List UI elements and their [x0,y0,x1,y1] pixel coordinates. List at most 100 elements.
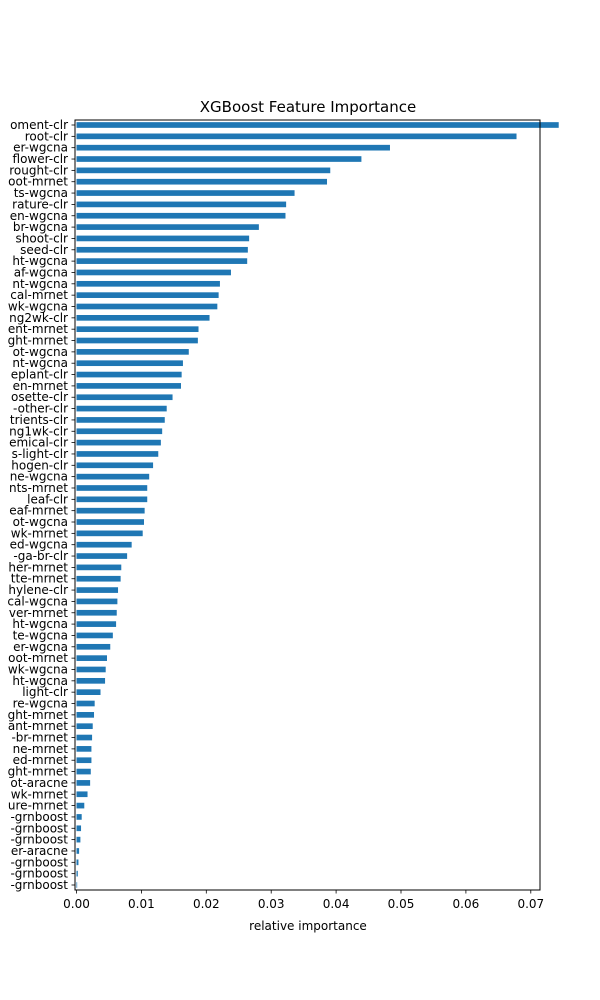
y-tick-label: -ga-br-clr [13,549,68,563]
bar [76,746,92,752]
y-tick-label: nt-wgcna [12,356,68,370]
bar [76,836,81,843]
x-axis-label: relative importance [249,919,367,933]
bar [76,417,165,423]
y-tick-label: -grnboost [10,821,68,835]
y-tick-label: ght-mrnet [8,708,69,722]
bar [76,269,231,276]
x-tick-label: 0.01 [128,897,155,911]
bar [76,258,248,264]
bar [76,303,218,310]
y-tick-label: re-wgcna [13,697,68,711]
y-tick-label: ant-mrnet [8,719,68,733]
bar [76,632,113,639]
bar [76,802,85,809]
bar [76,178,328,185]
bar [76,848,80,854]
bar [76,553,128,559]
y-tick-label: en-wgcna [10,209,68,223]
bar [76,292,219,298]
bar [76,814,82,820]
y-tick-label: oot-mrnet [8,175,68,189]
y-tick-label: seed-clr [20,243,68,257]
y-tick-label: ne-mrnet [13,742,69,756]
y-tick-label: br-wgcna [13,220,68,234]
bar [76,394,173,401]
y-tick-label: ot-aracne [10,776,68,790]
bar [76,349,189,355]
bar [76,212,286,219]
bar [76,428,163,435]
bar [76,246,248,253]
y-tick-label: wk-wgcna [8,299,68,313]
y-tick-label: nts-mrnet [9,481,68,495]
x-tick-label: 0.02 [193,897,220,911]
bar [76,235,250,242]
y-tick-label: ht-wgcna [12,617,68,631]
y-tick-label: ht-wgcna [12,254,68,268]
bar [76,360,183,367]
x-tick-label: 0.03 [258,897,285,911]
x-tick-label: 0.05 [388,897,415,911]
bar [76,655,107,661]
y-tick-label: ed-wgcna [10,538,68,552]
y-tick-label: -other-clr [13,402,68,416]
bar [76,133,517,140]
y-tick-label: af-wgcna [14,265,68,279]
y-tick-label: rature-clr [12,197,68,211]
bar [76,598,118,605]
bar [76,507,145,514]
y-tick-label: ent-mrnet [8,322,68,336]
y-tick-label: en-mrnet [13,379,69,393]
bar [76,621,117,627]
y-tick-label: ht-wgcna [12,674,68,688]
bar [76,825,82,832]
bar [76,496,148,503]
y-tick-label: cal-wgcna [7,594,68,608]
y-tick-label: shoot-clr [16,231,69,245]
y-tick-label: eaf-mrnet [9,504,68,518]
y-tick-label: ne-wgcna [10,470,68,484]
y-tick-label: flower-clr [13,152,69,166]
y-tick-label: trients-clr [10,413,68,427]
y-tick-label: -grnboost [10,867,68,881]
x-tick-label: 0.00 [63,897,90,911]
bar [76,383,181,389]
y-tick-label: -br-mrnet [11,731,68,745]
y-tick-label: light-clr [22,685,68,699]
x-tick-label: 0.07 [517,897,544,911]
y-tick-label: oot-mrnet [8,651,68,665]
y-tick-label: her-mrnet [8,560,68,574]
bar [76,451,159,457]
y-tick-label: ed-mrnet [13,753,69,767]
y-tick-label: osette-clr [11,390,68,404]
plot-frame [74,119,541,891]
y-tick-label: -grnboost [10,878,68,892]
x-axis: 0.00 0.01 0.02 0.03 0.04 0.05 0.06 0.07 [63,890,544,911]
chart-title: XGBoost Feature Importance [200,98,416,116]
y-tick-label: s-light-clr [12,447,68,461]
y-tick-label: er-wgcna [13,640,68,654]
bar [76,882,78,888]
y-tick-label: ts-wgcna [14,186,68,200]
y-tick-label: ver-mrnet [9,606,68,620]
bar [76,677,106,684]
bar [76,201,287,208]
y-tick-label: ure-mrnet [8,799,68,813]
y-tick-label: -grnboost [10,855,68,869]
bar [76,541,132,548]
bar [76,315,210,321]
bar [76,473,150,480]
bar [76,791,88,798]
x-tick-label: 0.06 [453,897,480,911]
x-tick-label: 0.04 [323,897,350,911]
y-axis: oment-clrroot-clrer-wgcnaflower-clrrough… [7,118,75,892]
bar [76,167,331,174]
y-tick-label: te-wgcna [13,628,68,642]
bar [76,712,95,718]
bar [76,609,117,616]
bar [76,224,259,230]
y-tick-label: ot-wgcna [13,515,68,529]
bar [76,768,91,775]
